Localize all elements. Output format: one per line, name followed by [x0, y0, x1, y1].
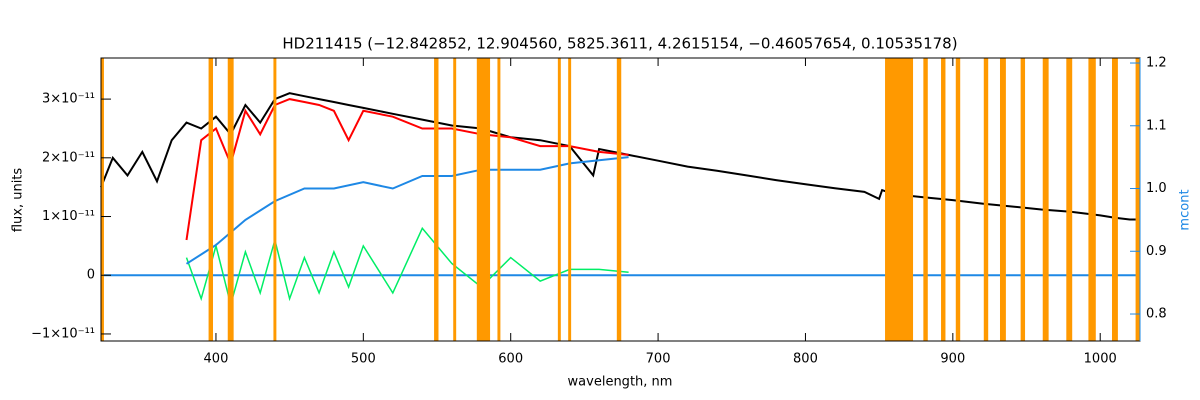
y2-axis-label: mcont	[1178, 189, 1193, 230]
x-tick-label: 700	[646, 352, 671, 367]
y2-tick-label: 1.0	[1146, 181, 1167, 196]
mask-band	[616, 58, 622, 341]
mask-band	[453, 58, 457, 341]
mask-band	[557, 58, 561, 341]
x-tick-label: 600	[498, 352, 523, 367]
y-tick-label: 0	[87, 268, 95, 283]
mask-band	[273, 58, 277, 341]
mask-band	[1066, 58, 1073, 341]
spectrum-line	[185, 156, 629, 265]
mask-band	[999, 58, 1006, 341]
x-tick-label: 400	[204, 352, 229, 367]
mask-band	[227, 58, 234, 341]
mask-band	[1088, 58, 1096, 341]
mask-band	[101, 58, 104, 341]
mask-band	[1020, 58, 1026, 341]
y-tick-label: −1×10⁻¹¹	[31, 326, 95, 341]
y-axis-label: flux, units	[11, 168, 26, 233]
x-tick-label: 1000	[1084, 352, 1117, 367]
mask-band	[1135, 58, 1140, 341]
mask-band	[568, 58, 572, 341]
mask-band	[1042, 58, 1049, 341]
mask-band	[983, 58, 989, 341]
y2-tick-label: 1.1	[1146, 118, 1167, 133]
x-tick-label: 500	[351, 352, 376, 367]
chart-title: HD211415 (−12.842852, 12.904560, 5825.36…	[282, 35, 957, 53]
mask-band	[476, 58, 491, 341]
spectrum-line	[185, 98, 629, 241]
mask-band	[434, 58, 439, 341]
mask-band	[923, 58, 928, 341]
y-tick-label: 1×10⁻¹¹	[42, 209, 95, 224]
mask-band	[941, 58, 946, 341]
x-tick-label: 900	[940, 352, 965, 367]
x-tick-label: 800	[793, 352, 818, 367]
y2-tick-label: 0.9	[1146, 244, 1167, 259]
spectrum-line	[100, 92, 1140, 221]
y2-tick-label: 0.8	[1146, 307, 1167, 322]
mask-band	[1111, 58, 1118, 341]
spectrum-line	[185, 226, 629, 308]
mask-band	[497, 58, 501, 341]
mask-band	[955, 58, 961, 341]
x-axis-label: wavelength, nm	[568, 375, 673, 390]
y-tick-label: 3×10⁻¹¹	[42, 92, 95, 107]
y2-tick-label: 1.2	[1146, 56, 1167, 71]
mask-band	[885, 58, 914, 341]
mask-band	[208, 58, 214, 341]
y-tick-label: 2×10⁻¹¹	[42, 150, 95, 165]
